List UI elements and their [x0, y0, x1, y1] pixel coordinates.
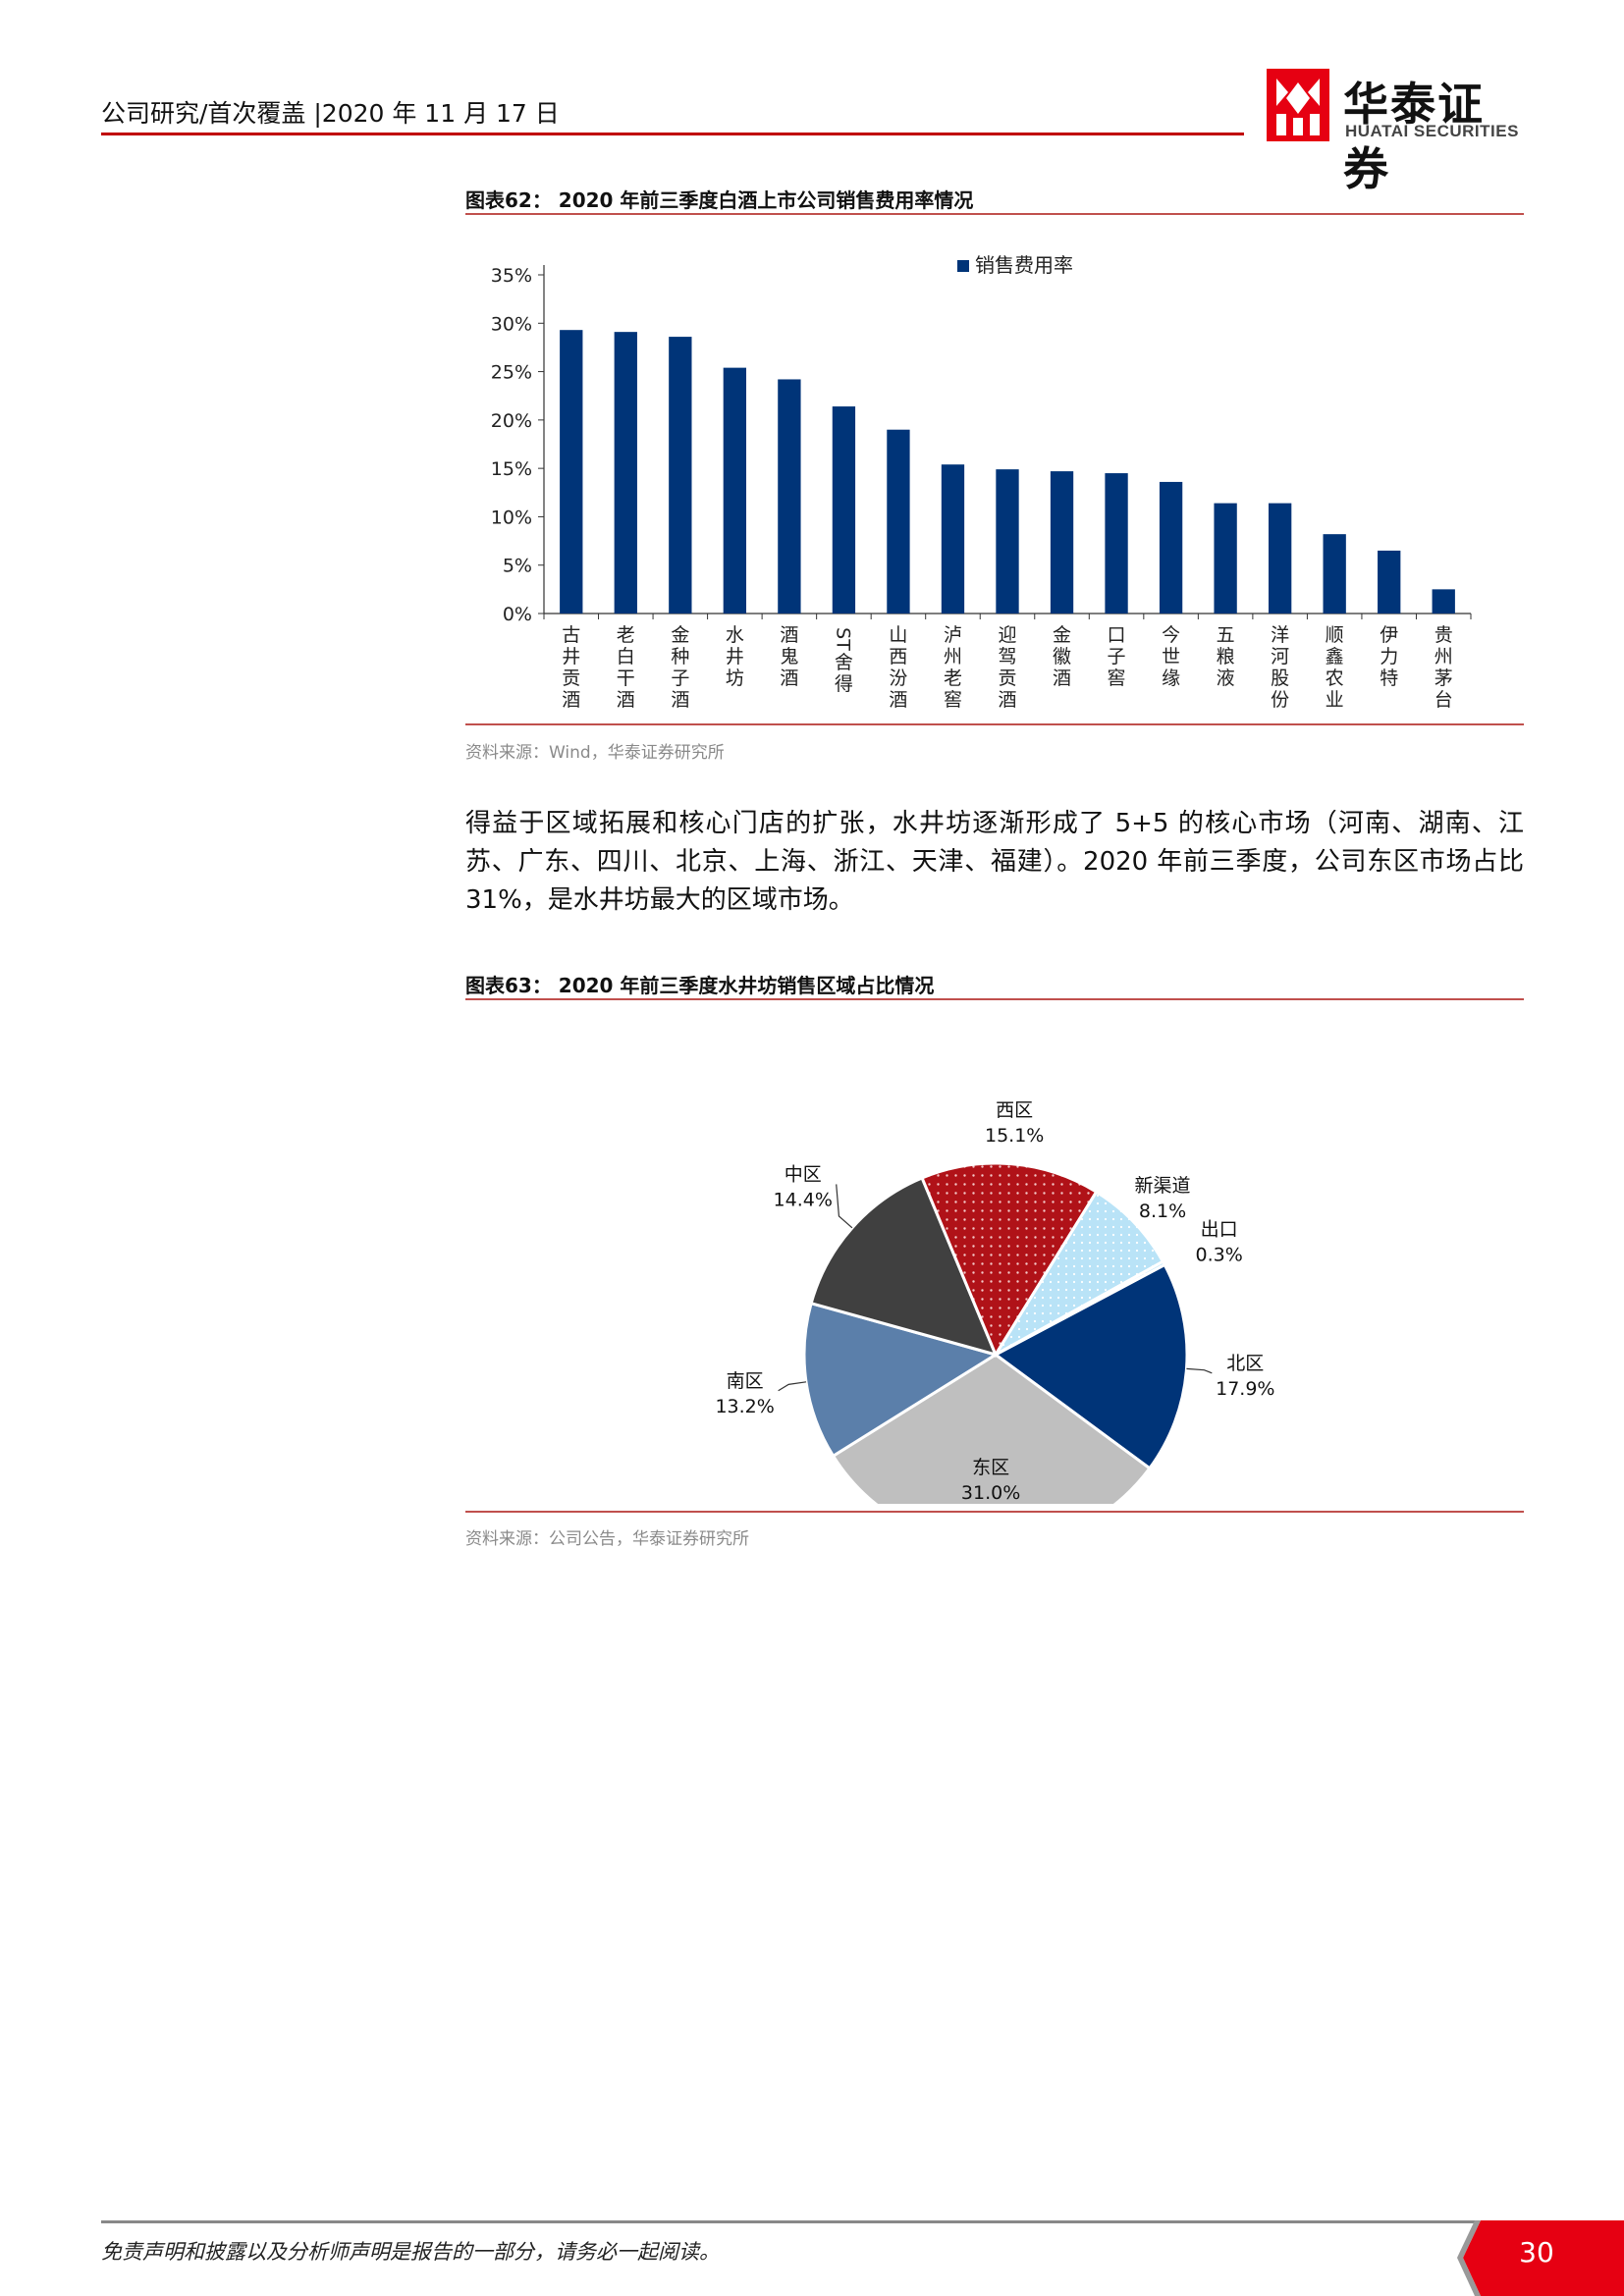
bar [1378, 550, 1401, 614]
page-badge [1457, 2220, 1624, 2296]
x-tick-label: 口子窖 [1108, 624, 1126, 689]
pie-value-label: 15.1% [985, 1125, 1044, 1147]
bar [887, 429, 910, 614]
footer-disclaimer: 免责声明和披露以及分析师声明是报告的一部分，请务必一起阅读。 [101, 2240, 720, 2264]
x-tick-label: 洋河股份 [1271, 624, 1289, 711]
x-tick-label: 伊力特 [1380, 624, 1398, 689]
x-tick-label: 迎驾贡酒 [998, 624, 1016, 711]
page-number: 30 [1519, 2236, 1554, 2269]
y-tick-label: 5% [503, 556, 532, 577]
pie-value-label: 14.4% [774, 1189, 833, 1210]
y-tick-label: 30% [491, 313, 532, 335]
bar [560, 330, 583, 614]
x-tick-label: 古井贡酒 [562, 624, 580, 711]
pie-label: 出口 [1201, 1219, 1238, 1241]
x-tick-label: 老白干酒 [617, 624, 635, 711]
x-tick-label-latin: ST [832, 627, 853, 651]
bar [1432, 589, 1455, 614]
bar [778, 379, 801, 614]
figure62-bottom-rule [465, 723, 1524, 725]
bar-chart: 销售费用率 0% 5% 10% 15% 20% 25% 30% 35% 古井贡酒 老白干酒 金种子… [491, 253, 1472, 711]
x-tick-label: 金种子酒 [671, 624, 689, 711]
x-tick-label: 五粮液 [1217, 624, 1235, 689]
figure62-source: 资料来源：Wind，华泰证券研究所 [465, 743, 725, 763]
bar [832, 406, 856, 614]
bar [941, 464, 965, 614]
pie-value-label: 13.2% [715, 1396, 774, 1417]
x-tick-label: 顺鑫农业 [1326, 624, 1344, 711]
bar [996, 469, 1019, 614]
pie-chart: 北区 17.9% 东区 31.0% 南区 13.2% 中区 14.4% 西区 15.1% 新渠道 8.… [715, 1099, 1274, 1504]
body-paragraph: 得益于区域拓展和核心门店的扩张，水井坊逐渐形成了 5+5 的核心市场（河南、湖南… [465, 809, 1524, 915]
x-tick-label: 酒鬼酒 [780, 624, 798, 689]
company-logo: 华泰证券 HUATAI SECURITIES [1267, 69, 1522, 195]
y-tick-label: 15% [491, 458, 532, 480]
figure63-top-rule [465, 998, 1524, 1000]
y-tick-label: 0% [503, 604, 532, 625]
bar [723, 367, 747, 614]
y-tick-label: 25% [491, 362, 532, 384]
pie-label: 东区 [972, 1457, 1009, 1478]
figure63-bottom-rule [465, 1511, 1524, 1513]
pie-slice [831, 1353, 1152, 1504]
logo-cn: 华泰证券 [1343, 78, 1485, 195]
legend-swatch [957, 260, 969, 272]
bar [1159, 481, 1183, 614]
bar [614, 332, 637, 614]
bar [1214, 503, 1237, 614]
figure62-top-rule [465, 213, 1524, 215]
bar [1268, 503, 1292, 614]
pie-leader-line [778, 1381, 807, 1392]
bar [1105, 473, 1128, 614]
pie-label: 北区 [1226, 1353, 1264, 1374]
x-tick-label: 泸州老窖 [944, 624, 962, 711]
x-tick-label: 金徽酒 [1053, 624, 1071, 689]
x-tick-label: 山西汾酒 [889, 624, 907, 711]
logo-mark-icon [1267, 69, 1329, 141]
y-tick-label: 35% [491, 265, 532, 287]
figure62-title: 图表62： 2020 年前三季度白酒上市公司销售费用率情况 [465, 188, 974, 212]
pie-leader-line [836, 1184, 853, 1229]
x-tick-label: 舍得 [835, 652, 853, 695]
pie-leader-line [1186, 1367, 1213, 1374]
chart-legend: 销售费用率 [957, 253, 1073, 277]
figure63-title: 图表63： 2020 年前三季度水井坊销售区域占比情况 [465, 974, 935, 997]
pie-slice [995, 1259, 1167, 1357]
pie-value-label: 8.1% [1139, 1201, 1186, 1222]
figure63-source: 资料来源：公司公告，华泰证券研究所 [465, 1529, 749, 1549]
pie-slice [993, 1262, 1189, 1470]
pie-value-label: 31.0% [961, 1482, 1020, 1504]
y-tick-label: 20% [491, 410, 532, 432]
y-tick-label: 10% [491, 507, 532, 528]
legend-label: 销售费用率 [975, 253, 1073, 277]
header-breadcrumb: 公司研究/首次覆盖 |2020 年 11 月 17 日 [101, 99, 560, 128]
x-tick-label: 今世缘 [1162, 624, 1180, 689]
pie-slice [809, 1176, 999, 1358]
pie-label: 南区 [727, 1370, 764, 1392]
bar [1050, 471, 1074, 614]
pie-value-label: 17.9% [1216, 1378, 1274, 1400]
bar [669, 337, 692, 614]
pie-label: 新渠道 [1135, 1175, 1191, 1197]
header-rule [101, 133, 1244, 135]
pie-slice [991, 1190, 1165, 1360]
pie-value-label: 0.3% [1196, 1245, 1243, 1266]
x-tick-label: 贵州茅台 [1435, 624, 1453, 711]
pie-slice [920, 1161, 1099, 1359]
pie-label: 西区 [996, 1099, 1033, 1121]
pie-label: 中区 [785, 1163, 822, 1185]
bar [1323, 534, 1346, 614]
logo-en: HUATAI SECURITIES [1345, 122, 1519, 140]
x-tick-label: 水井坊 [726, 624, 744, 689]
footer-rule [101, 2220, 1476, 2223]
